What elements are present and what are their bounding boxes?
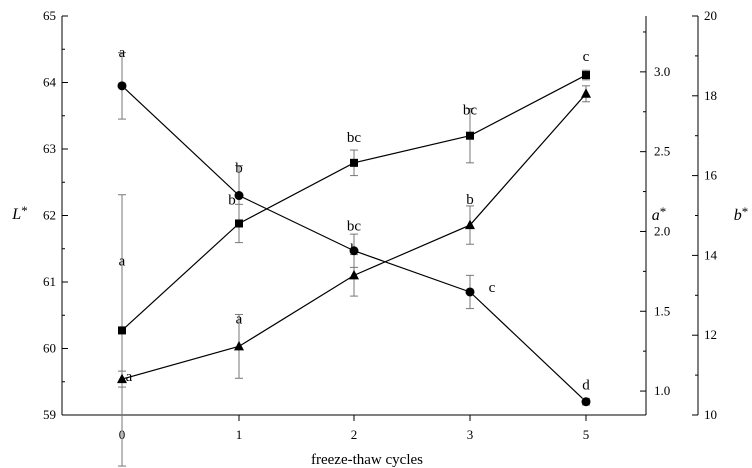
left-axis-tick-label: 61 [43,274,56,289]
right-outer-axis-tick-label: 14 [704,247,718,262]
left-axis-tick-label: 63 [43,141,56,156]
significance-label: d [582,378,590,394]
right-inner-axis-title: a* [652,204,667,224]
right-outer-axis-tick-label: 16 [704,168,718,183]
significance-label: b [235,161,243,177]
significance-label: c [583,67,590,83]
data-point-square [235,219,243,228]
errors-layer [118,52,590,467]
left-axis-tick-label: 62 [43,208,56,223]
right-outer-axis-title: b* [734,204,749,224]
right-outer-axis-tick-label: 12 [704,327,717,342]
x-axis-tick-label: 2 [351,427,358,442]
right-outer-axis-tick-label: 18 [704,88,717,103]
significance-label: a [119,45,126,61]
data-point-square [582,71,590,80]
significance-label: a [126,369,133,385]
significance-label: c [583,49,590,65]
left-axis-tick-label: 59 [43,407,56,422]
x-axis-tick-label: 3 [467,427,474,442]
data-point-triangle [465,219,475,230]
right-inner-axis-tick-label: 2.5 [654,144,670,159]
right-outer-axis-tick-label: 20 [704,8,717,23]
right-inner-axis-tick-label: 1.5 [654,303,670,318]
left-axis-tick-label: 60 [43,341,56,356]
data-point-circle [465,287,475,297]
significance-label: bc [347,219,362,235]
axes-layer: 596061626364651.01.52.02.53.010121416182… [11,8,748,442]
x-axis-tick-label: 1 [236,427,243,442]
markers-layer [117,71,591,407]
data-point-circle [349,246,359,256]
significance-label: b [228,192,236,208]
x-axis-title: freeze-thaw cycles [311,452,423,468]
right-inner-axis-tick-label: 3.0 [654,64,670,79]
significance-label: b [350,241,358,257]
left-axis-title: L* [11,203,27,223]
data-point-square [466,131,474,140]
right-outer-axis-tick-label: 10 [704,407,717,422]
significance-label: a [236,311,243,327]
data-point-square [118,326,126,335]
left-axis-tick-label: 65 [43,8,56,23]
data-point-square [350,158,358,167]
right-inner-axis-tick-label: 2.0 [654,223,670,238]
significance-label: c [489,280,496,296]
data-point-circle [234,191,244,201]
significance-label: a [119,253,126,269]
data-point-triangle [581,88,591,98]
x-axis-tick-label: 5 [583,427,590,442]
significance-label: bc [347,130,362,146]
data-point-triangle [117,373,127,384]
significance-label: b [466,192,474,208]
data-point-triangle [349,269,359,280]
right-inner-axis-tick-label: 1.0 [654,383,670,398]
data-point-triangle [234,340,244,351]
data-point-circle [581,397,591,407]
data-point-circle [117,81,127,91]
left-axis-tick-label: 64 [43,75,57,90]
significance-label: bc [463,103,478,119]
